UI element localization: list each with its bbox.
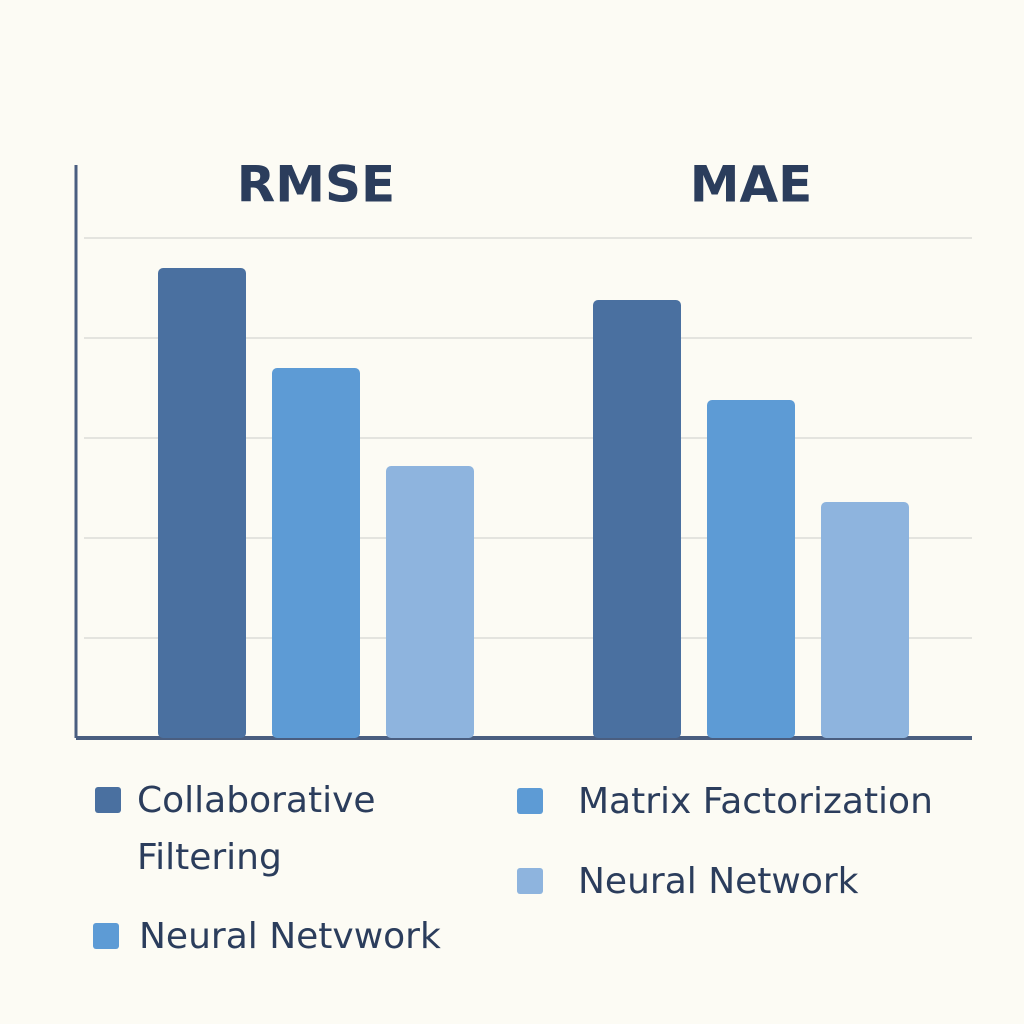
legend-item: Neural Netvwork [93,908,513,965]
legend-item: Collaborative Filtering [95,772,376,886]
group-title: MAE [690,156,813,214]
legend-label: Neural Netvwork [139,916,441,957]
bar [272,368,360,738]
bar [821,502,909,738]
legend-label: Neural Network [578,861,859,902]
legend-swatch [517,788,543,814]
bar [386,466,474,738]
bar [707,400,795,738]
legend-swatch [95,787,121,813]
legend-swatch [517,868,543,894]
legend-swatch [93,923,119,949]
legend-label: Collaborative Filtering [137,780,376,878]
legend-label: Matrix Factorization [578,781,933,822]
bar [158,268,246,738]
bar [593,300,681,738]
legend-item: Neural Network [517,853,977,910]
legend-item: Matrix Factorization [517,773,977,830]
group-title: RMSE [237,156,395,214]
